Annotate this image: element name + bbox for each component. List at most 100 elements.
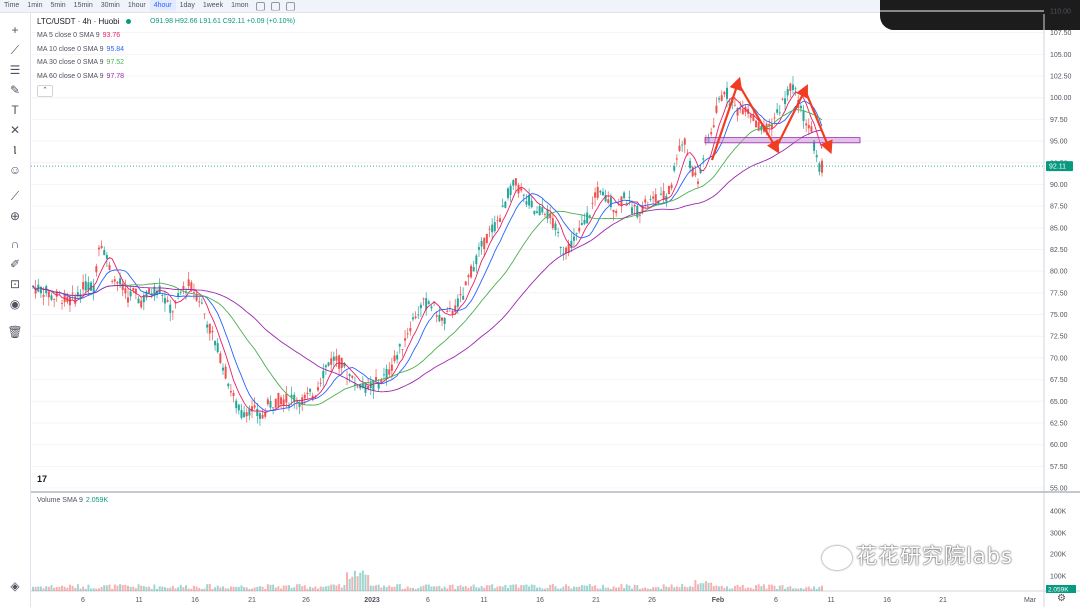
volume-bar — [572, 586, 575, 591]
volume-bar — [248, 588, 251, 591]
volume-bar — [406, 586, 409, 591]
eye-icon[interactable]: ◉ — [9, 297, 21, 311]
timeframe-5min[interactable]: 5min — [50, 2, 66, 9]
candle-body — [641, 205, 644, 212]
candle-body — [303, 394, 306, 399]
candle-body — [322, 370, 325, 379]
candle-body — [179, 291, 182, 293]
price-tick-label: 80.00 — [1050, 269, 1068, 276]
candle-body — [601, 191, 604, 196]
lines-menu-icon[interactable]: ☰ — [9, 63, 21, 77]
volume-bar — [565, 584, 568, 591]
volume-bar — [694, 580, 697, 591]
collapse-legend-button[interactable]: ⌃ — [37, 85, 53, 97]
timeframe-1hour[interactable]: 1hour — [127, 2, 146, 9]
volume-bar — [586, 585, 589, 591]
volume-bar — [744, 588, 747, 591]
timeframe-30min[interactable]: 30min — [100, 2, 120, 9]
candle-body — [82, 282, 85, 290]
timeframe-1day[interactable]: 1day — [179, 2, 195, 9]
candle-body — [55, 290, 58, 297]
volume-bar — [74, 587, 77, 591]
screenshot-icon[interactable] — [270, 1, 280, 11]
line-tool-icon[interactable]: ⟋ — [10, 43, 20, 57]
candle-body — [678, 145, 681, 151]
volume-bar — [496, 586, 499, 591]
volume-bar — [45, 586, 48, 591]
drawing-toolbar: + ⟋ ☰ ✎ T ✕ Ⲓ ☺ ⟋ ⊕ ∩ ✐ ⊡ ◉ 🗑 ◈ — [0, 13, 31, 607]
volume-bar — [285, 585, 288, 591]
volume-bar — [32, 586, 34, 591]
volume-bar — [810, 588, 813, 591]
volume-bar — [443, 586, 446, 591]
timeframe-1min[interactable]: 1min — [27, 2, 43, 9]
candle-body — [789, 83, 792, 91]
timeframe-1week[interactable]: 1week — [202, 2, 224, 9]
candle-body — [625, 203, 628, 204]
time-tick-label: 16 — [883, 597, 891, 604]
candle-body — [235, 400, 238, 409]
volume-bar — [491, 584, 494, 591]
candle-body — [551, 218, 554, 229]
pattern-tool-icon[interactable]: ✕ — [9, 123, 21, 137]
volume-bar — [438, 585, 441, 591]
volume-bar — [319, 586, 322, 591]
volume-bar — [353, 570, 356, 591]
candle-body — [522, 194, 525, 196]
settings-gear-icon[interactable]: ⚙ — [1057, 593, 1066, 604]
candle-body — [586, 212, 589, 224]
volume-bar — [79, 588, 82, 591]
pattern-arrow — [803, 89, 833, 155]
measure-text-icon[interactable]: Ⲓ — [13, 143, 17, 157]
candle-body — [638, 214, 641, 216]
volume-bar — [71, 585, 74, 591]
volume-bar — [691, 586, 694, 591]
layers-icon[interactable]: ◈ — [10, 579, 20, 593]
candle-body — [385, 368, 388, 379]
candle-body — [229, 391, 232, 393]
settings-icon[interactable] — [285, 1, 295, 11]
moving-average-line — [32, 100, 823, 412]
timeframe-1mon[interactable]: 1mon — [231, 2, 249, 9]
candle-body — [148, 288, 151, 294]
emoji-icon[interactable]: ☺ — [8, 163, 22, 177]
volume-bar — [156, 588, 159, 591]
candle-body — [68, 296, 71, 306]
timeframe-4hour[interactable]: 4hour — [149, 0, 176, 12]
volume-bar — [411, 587, 414, 591]
crosshair-icon[interactable]: + — [11, 23, 19, 37]
brush-icon[interactable]: ✎ — [9, 83, 21, 97]
volume-bar — [150, 588, 153, 591]
last-price-badge — [1046, 161, 1073, 172]
volume-bar — [124, 584, 127, 591]
volume-bar — [414, 588, 417, 591]
ma-legend-item: MA 30 close 0 SMA 9 97.52 — [37, 59, 124, 66]
volume-bar — [264, 588, 267, 591]
volume-bar — [251, 588, 254, 591]
candle-body — [232, 392, 235, 396]
trash-icon[interactable]: 🗑 — [7, 325, 23, 339]
ruler-icon[interactable]: ⟋ — [10, 189, 20, 203]
volume-bar — [689, 586, 692, 591]
magnet-icon[interactable]: ∩ — [10, 237, 20, 251]
last-volume-badge — [1046, 585, 1076, 593]
price-tick-label: 62.50 — [1050, 420, 1068, 427]
candle-body — [45, 286, 48, 294]
candle-body — [372, 382, 375, 391]
lock-draw-icon[interactable]: ✐ — [9, 257, 21, 271]
time-tick-label: 6 — [426, 597, 430, 604]
volume-bar — [100, 586, 103, 591]
timeframe-15min[interactable]: 15min — [73, 2, 93, 9]
lock-icon[interactable]: ⊡ — [9, 277, 21, 291]
text-tool-icon[interactable]: T — [11, 103, 19, 117]
zoom-in-icon[interactable]: ⊕ — [9, 209, 21, 223]
timeframe-toolbar: Time 1min 5min 15min 30min 1hour 4hour 1day 1wee… — [0, 0, 1080, 13]
candle-body — [755, 120, 758, 128]
volume-bar — [472, 584, 475, 591]
compare-icon[interactable] — [255, 1, 265, 11]
volume-bar — [417, 588, 420, 591]
volume-bar — [649, 588, 652, 591]
time-tick-label: 16 — [536, 597, 544, 604]
volume-bar — [174, 588, 177, 591]
